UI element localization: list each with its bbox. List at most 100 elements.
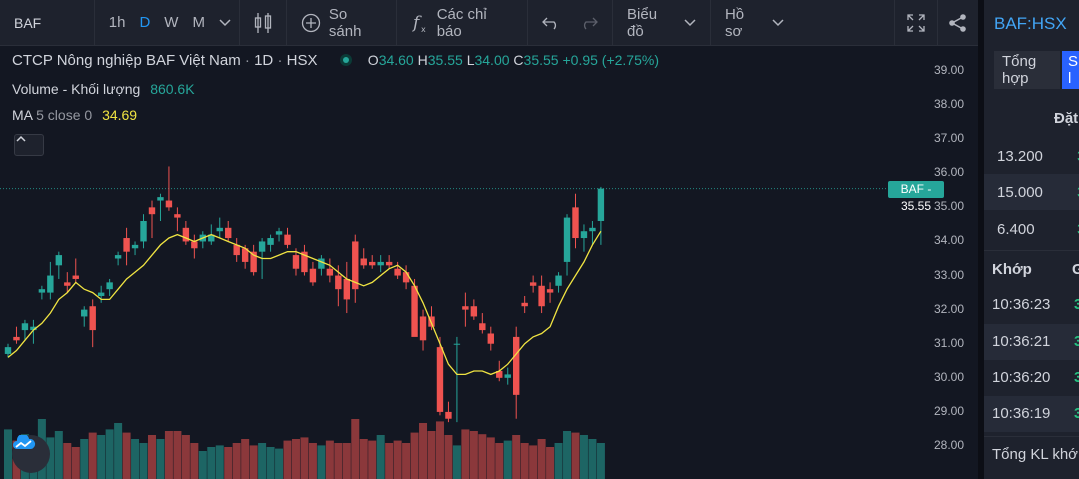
volume-bar [435, 421, 444, 479]
redo-icon[interactable] [580, 16, 598, 30]
candle-body [89, 306, 96, 331]
candle-body [4, 347, 12, 354]
divider-line [984, 436, 1079, 437]
toolbar-separator [285, 0, 287, 45]
price-axis-tick: 38.00 [934, 97, 965, 112]
timeframe-w[interactable]: W [164, 14, 179, 31]
volume-bar [385, 443, 394, 479]
price-axis-tick: 28.00 [934, 438, 965, 452]
volume-bar [198, 451, 207, 479]
candle-body [335, 275, 342, 290]
volume-label: Volume - Khối lượng [12, 81, 141, 97]
candle-body [318, 258, 325, 269]
price-axis-tick: 34.00 [934, 233, 965, 248]
candle-body [301, 251, 308, 273]
collapse-legend-button[interactable] [14, 134, 44, 156]
candle-body [580, 231, 588, 239]
volume-bar [419, 423, 428, 479]
volume-bar [427, 431, 436, 479]
volume-bar [88, 432, 97, 479]
legend-company: CTCP Nông nghiệp BAF Việt Nam [12, 52, 241, 69]
candle-body [140, 221, 147, 242]
volume-bar [588, 439, 597, 479]
chart-area[interactable]: CTCP Nông nghiệp BAF Việt Nam · 1D · HSX… [0, 46, 978, 479]
profile-dropdown[interactable]: Hồ sơ [711, 0, 798, 45]
candle-body [47, 275, 54, 293]
volume-bar [181, 435, 190, 479]
undo-icon[interactable] [542, 16, 560, 30]
volume-bar [469, 431, 478, 479]
compare-button[interactable]: So sánh [287, 0, 396, 45]
toolbar-separator [894, 0, 895, 45]
volume-bar [63, 443, 72, 479]
volume-bar [317, 445, 326, 479]
volume-bar [54, 431, 63, 479]
panel-divider[interactable] [978, 0, 984, 479]
candle-body [411, 285, 418, 337]
candle-body [563, 217, 571, 262]
candle-body [589, 227, 596, 232]
candles-icon [254, 12, 272, 34]
tab-secondary[interactable]: S l [1062, 51, 1079, 89]
toolbar-separator [612, 0, 614, 45]
volume-bar [342, 443, 351, 479]
volume-bar [334, 443, 343, 479]
chart-type-dropdown[interactable]: Biểu đồ [613, 0, 710, 45]
timeframe-d[interactable]: D [139, 14, 151, 31]
candle-body [233, 244, 240, 256]
candle-body [597, 188, 605, 221]
volume-bar [503, 440, 512, 479]
ma-line [7, 230, 602, 376]
divider-line [984, 250, 1079, 251]
volume-bar [173, 431, 182, 479]
candle-body [21, 323, 29, 331]
share-button[interactable] [938, 0, 978, 45]
volume-bar [131, 439, 140, 479]
price-axis-tick: 32.00 [934, 301, 965, 316]
trade-price: 35 [1074, 405, 1079, 422]
volume-bar [156, 439, 165, 479]
total-volume-label: Tổng KL khớ [992, 446, 1078, 463]
volume-bar [529, 445, 538, 479]
candle-body [436, 347, 444, 412]
legend-dot-sep: · [277, 52, 287, 69]
panel-symbol: BAF:HSX [994, 14, 1067, 33]
legend-high: 35.55 [427, 52, 463, 68]
order-volume: 13.200 [997, 148, 1043, 165]
timeframe-1h[interactable]: 1h [108, 14, 126, 31]
candle-body [64, 282, 71, 286]
price-axis-tick: 35.00 [934, 199, 965, 214]
brand-logo[interactable] [12, 435, 50, 473]
symbol-search-button[interactable]: BAF [14, 14, 42, 31]
candlestick-chart[interactable] [0, 46, 978, 479]
candle-body [38, 289, 46, 293]
chart-type-label: Biểu đồ [627, 5, 658, 40]
timeframe-m[interactable]: M [192, 14, 205, 31]
volume-bar [563, 431, 572, 479]
volume-bar [215, 445, 224, 479]
candle-body [97, 292, 105, 296]
candle-body [513, 336, 520, 395]
volume-bar [46, 437, 55, 479]
chevron-down-icon[interactable] [219, 18, 231, 27]
legend-ma-row: MA 5 close 0 34.69 [12, 107, 137, 123]
candle-body [131, 244, 139, 249]
candle-body [385, 261, 393, 266]
candle-body [419, 316, 427, 341]
candle-body [275, 231, 283, 235]
legend-change: +0.95 (+2.75%) [562, 52, 659, 68]
compare-label: So sánh [328, 5, 362, 40]
timeframe-group: 1h D W M [95, 14, 239, 31]
candle-body [343, 278, 350, 300]
chart-style-button[interactable] [240, 0, 286, 45]
plus-circle-icon [301, 13, 321, 33]
right-panel: BAF:HSX Tổng hợp S l Đặt 13.200 3 15.000… [984, 0, 1079, 479]
fullscreen-button[interactable] [895, 0, 937, 45]
volume-bar [224, 447, 233, 479]
candle-body [394, 268, 401, 276]
volume-bar [97, 435, 106, 479]
tab-summary[interactable]: Tổng hợp [994, 51, 1060, 89]
candle-body [470, 306, 478, 317]
order-volume: 6.400 [997, 221, 1035, 238]
